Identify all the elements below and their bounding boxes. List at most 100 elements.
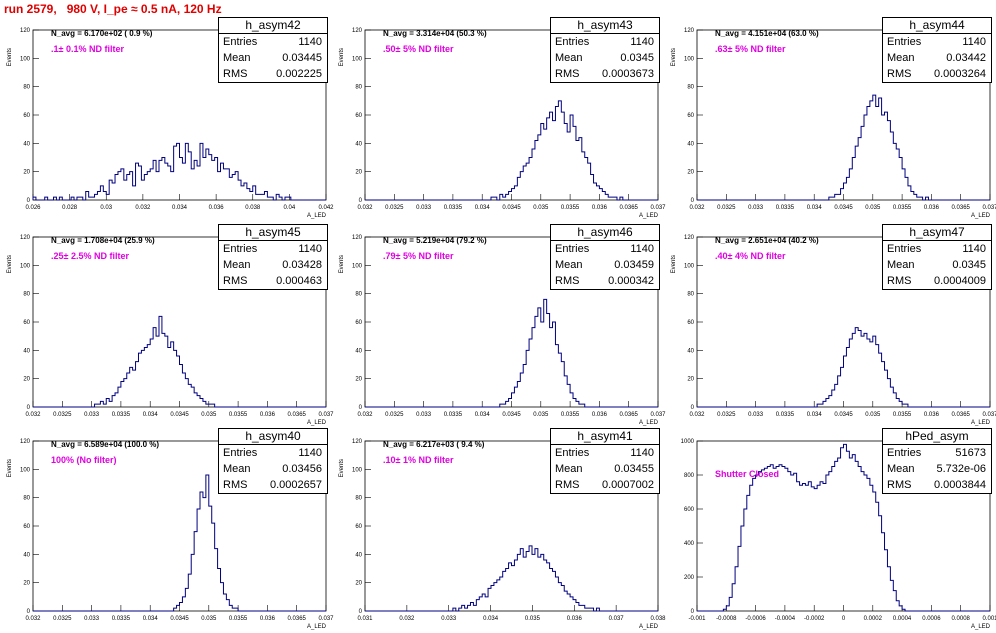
y-tick-label: 120 xyxy=(352,439,363,445)
histogram-pad-h_asym41: 0 20 40 60 80 100 120 0.031 0.032 0.033 0.034 0.035… xyxy=(332,426,666,633)
x-tick-label: 0.0365 xyxy=(620,412,639,418)
x-tick-label: 0.0355 xyxy=(561,412,580,418)
filter-label: Shutter Closed xyxy=(715,469,780,479)
histogram-pad-h_asym43: 0 20 40 60 80 100 120 0.032 0.0325 0.033 0.0335 0.0… xyxy=(332,15,666,222)
stat-label: Mean xyxy=(223,463,251,475)
x-tick-label: 0.0365 xyxy=(288,616,307,622)
stats-box: h_asym42 Entries 1140 Mean 0.03445 RMS 0.00222… xyxy=(218,17,328,83)
stat-label: RMS xyxy=(555,275,580,287)
x-tick-label: 0.0008 xyxy=(952,616,971,622)
y-tick-label: 40 xyxy=(23,348,30,354)
x-tick-label: 0.038 xyxy=(245,205,261,211)
x-tick-label: 0.033 xyxy=(441,616,457,622)
y-tick-label: 1000 xyxy=(681,439,695,445)
y-tick-label: 80 xyxy=(23,292,30,298)
histogram-name: hPed_asym xyxy=(883,429,991,445)
stat-value: 1140 xyxy=(298,36,322,48)
y-tick-label: 100 xyxy=(684,56,695,62)
histogram-pad-h_asym40: 0 20 40 60 80 100 120 0.032 0.0325 0.033 0.0335 0.0… xyxy=(0,426,334,633)
x-tick-label: 0.035 xyxy=(865,205,881,211)
stat-label: RMS xyxy=(555,479,580,491)
y-tick-label: 120 xyxy=(684,28,695,34)
stats-box: h_asym46 Entries 1140 Mean 0.03459 RMS 0.00034… xyxy=(550,224,660,290)
stat-value: 5.732e-06 xyxy=(936,463,986,475)
x-tick-label: 0.032 xyxy=(399,616,415,622)
x-tick-label: 0.037 xyxy=(982,412,996,418)
x-tick-label: 0.0002 xyxy=(864,616,883,622)
stat-row-mean: Mean 0.0345 xyxy=(551,50,659,66)
stat-row-entries: Entries 1140 xyxy=(219,241,327,257)
stat-label: Entries xyxy=(223,447,258,459)
x-tick-label: 0.026 xyxy=(25,205,41,211)
stats-box: h_asym43 Entries 1140 Mean 0.0345 RMS 0.000367… xyxy=(550,17,660,83)
x-tick-label: 0.033 xyxy=(416,412,432,418)
x-tick-label: 0.032 xyxy=(357,412,373,418)
x-tick-label: 0.036 xyxy=(592,205,608,211)
histogram-series-line xyxy=(33,315,326,408)
stat-label: Entries xyxy=(555,447,590,459)
x-tick-label: 0.033 xyxy=(84,616,100,622)
x-axis-label: A_LED xyxy=(971,624,991,630)
y-tick-label: 20 xyxy=(23,581,30,587)
stat-label: Entries xyxy=(887,36,922,48)
filter-label: .40± 4% ND filter xyxy=(715,251,786,261)
x-tick-label: 0.034 xyxy=(807,205,823,211)
histogram-series-line xyxy=(365,298,658,408)
stat-value: 0.03428 xyxy=(282,259,322,271)
x-axis-label: A_LED xyxy=(971,213,991,219)
stat-value: 0.002225 xyxy=(276,68,322,80)
x-tick-label: 0.035 xyxy=(865,412,881,418)
y-tick-label: 40 xyxy=(23,552,30,558)
filter-label: 100% (No filter) xyxy=(51,455,117,465)
stat-row-mean: Mean 0.03456 xyxy=(219,461,327,477)
x-tick-label: 0.033 xyxy=(416,205,432,211)
histogram-series-line xyxy=(697,94,990,201)
stat-row-entries: Entries 1140 xyxy=(883,241,991,257)
y-tick-label: 0 xyxy=(359,198,363,204)
y-tick-label: 80 xyxy=(23,85,30,91)
x-tick-label: 0.034 xyxy=(475,412,491,418)
y-tick-label: 80 xyxy=(355,85,362,91)
histogram-name: h_asym45 xyxy=(219,225,327,241)
x-tick-label: 0.0335 xyxy=(776,205,795,211)
x-tick-label: 0.0345 xyxy=(502,205,521,211)
y-tick-label: 120 xyxy=(684,235,695,241)
x-tick-label: -0.0002 xyxy=(804,616,825,622)
y-tick-label: 40 xyxy=(687,348,694,354)
x-tick-label: 0 xyxy=(842,616,846,622)
x-tick-label: -0.0008 xyxy=(716,616,737,622)
x-tick-label: 0.037 xyxy=(650,412,666,418)
x-tick-label: 0.0335 xyxy=(444,205,463,211)
x-tick-label: 0.0365 xyxy=(952,412,971,418)
filter-label: .63± 5% ND filter xyxy=(715,44,786,54)
x-tick-label: 0.034 xyxy=(143,412,159,418)
y-tick-label: 0 xyxy=(27,405,31,411)
x-tick-label: 0.035 xyxy=(201,616,217,622)
stat-label: Entries xyxy=(223,36,258,48)
histogram-pad-hPed_asym: 0 200 400 600 800 1000 -0.001 -0.0008 -0.0006 -0.… xyxy=(664,426,996,633)
y-tick-label: 60 xyxy=(355,524,362,530)
navg-annotation: N_avg = 2.651e+04 (40.2 %) xyxy=(715,236,819,245)
navg-annotation: N_avg = 6.170e+02 ( 0.9 %) xyxy=(51,29,153,38)
y-tick-label: 100 xyxy=(352,263,363,269)
stat-row-rms: RMS 0.0003264 xyxy=(883,66,991,82)
navg-annotation: N_avg = 4.151e+04 (63.0 %) xyxy=(715,29,819,38)
x-tick-label: 0.001 xyxy=(982,616,996,622)
x-tick-label: 0.0355 xyxy=(229,616,248,622)
x-tick-label: 0.042 xyxy=(318,205,334,211)
x-tick-label: 0.0345 xyxy=(834,412,853,418)
stat-value: 51673 xyxy=(955,447,986,459)
stat-row-entries: Entries 1140 xyxy=(551,445,659,461)
stat-value: 0.03455 xyxy=(614,463,654,475)
y-tick-label: 100 xyxy=(684,263,695,269)
x-axis-label: A_LED xyxy=(971,420,991,426)
x-axis-label: A_LED xyxy=(639,624,659,630)
x-tick-label: -0.0006 xyxy=(745,616,766,622)
histogram-name: h_asym41 xyxy=(551,429,659,445)
x-tick-label: 0.0365 xyxy=(620,205,639,211)
y-tick-label: 100 xyxy=(20,56,31,62)
y-tick-label: 120 xyxy=(20,235,31,241)
y-tick-label: 600 xyxy=(684,507,695,513)
x-tick-label: 0.0335 xyxy=(112,412,131,418)
y-tick-label: 0 xyxy=(27,609,31,615)
